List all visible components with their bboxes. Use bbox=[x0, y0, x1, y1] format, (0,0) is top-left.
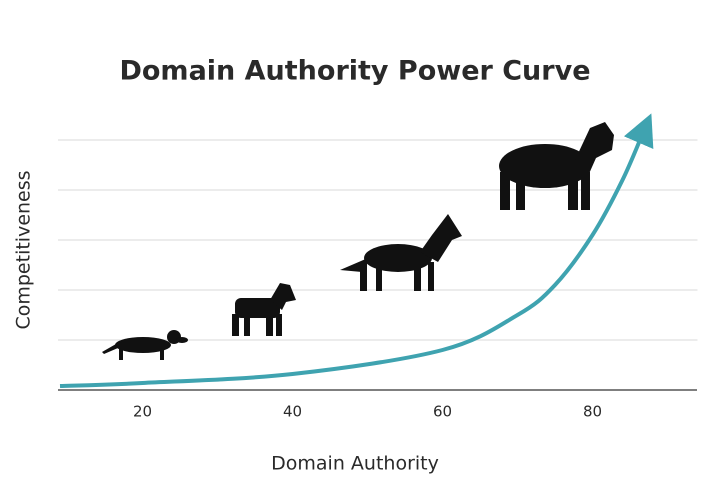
y-axis-label: Competitiveness bbox=[13, 170, 35, 329]
grid bbox=[58, 139, 698, 341]
shepherd-icon bbox=[340, 214, 462, 291]
x-tick-label: 40 bbox=[283, 403, 302, 421]
mastiff-icon bbox=[499, 122, 614, 210]
power-curve bbox=[59, 113, 654, 388]
x-tick-label: 60 bbox=[433, 403, 452, 421]
x-tick-label: 80 bbox=[583, 403, 602, 421]
dachshund-icon bbox=[102, 330, 188, 360]
x-tick-label: 20 bbox=[133, 403, 152, 421]
chart-title: Domain Authority Power Curve bbox=[119, 56, 590, 87]
schnauzer-icon bbox=[232, 283, 296, 336]
x-axis-label: Domain Authority bbox=[271, 453, 439, 475]
